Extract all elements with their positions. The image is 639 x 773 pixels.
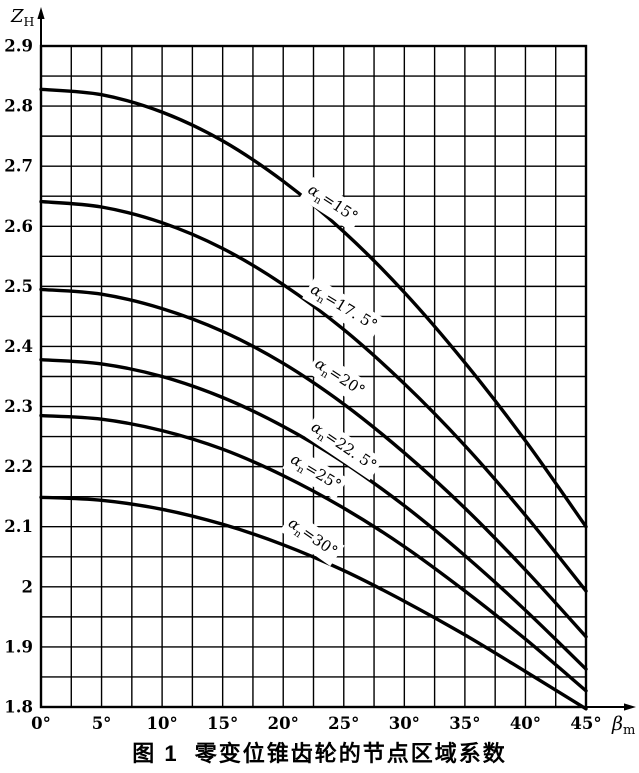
curve-label-halo xyxy=(302,414,384,481)
x-tick-label: 35° xyxy=(449,714,480,733)
x-tick-label: 0° xyxy=(31,714,51,733)
x-tick-labels: 0° 5° 10° 15° 20° 25° 30° 35° 40° 45° xyxy=(31,714,601,733)
y-tick-label: 1.9 xyxy=(4,637,33,656)
curve-an-20 xyxy=(39,287,588,639)
x-tick-label: 10° xyxy=(147,714,178,733)
curve-an-22-5 xyxy=(39,358,588,671)
y-axis-arrow xyxy=(37,7,45,46)
y-tick-label: 2.7 xyxy=(4,157,33,176)
curve-label-halo xyxy=(299,176,365,232)
y-tick-label: 2.2 xyxy=(4,457,33,476)
x-axis-title: βm xyxy=(611,713,635,738)
y-tick-labels: 2.9 2.8 2.7 2.6 2.5 2.4 2.3 2.2 2.1 2 1.9 1.8 xyxy=(4,37,33,717)
curve-label-halo xyxy=(279,510,345,567)
y-tick-label: 1.8 xyxy=(4,698,33,717)
figure-caption: 图 1 零变位锥齿轮的节点区域系数 xyxy=(132,741,507,766)
curve-an-17-5 xyxy=(39,199,588,593)
x-tick-label: 5° xyxy=(92,714,112,733)
curve-label-halo xyxy=(302,276,385,340)
curve-an-15 xyxy=(39,87,588,529)
curve-label-an-20: αn=20° xyxy=(306,350,372,406)
y-tick-label: 2.6 xyxy=(4,217,33,236)
x-tick-label: 45° xyxy=(570,714,601,733)
x-tick-label: 40° xyxy=(510,714,541,733)
curves xyxy=(39,87,588,711)
x-axis-arrow xyxy=(586,703,636,711)
curve-label-halo xyxy=(306,350,372,406)
x-tick-label: 15° xyxy=(207,714,238,733)
y-tick-label: 2 xyxy=(22,577,33,596)
x-tick-label: 30° xyxy=(389,714,420,733)
y-tick-label: 2.5 xyxy=(4,277,33,296)
y-tick-label: 2.1 xyxy=(4,517,33,536)
plot-frame xyxy=(39,44,588,709)
y-tick-label: 2.8 xyxy=(4,97,33,116)
y-tick-label: 2.4 xyxy=(4,337,33,356)
y-tick-label: 2.9 xyxy=(4,37,33,56)
grid-lines xyxy=(40,45,587,708)
y-tick-label: 2.3 xyxy=(4,397,33,416)
curve-an-25 xyxy=(39,413,588,693)
x-tick-label: 25° xyxy=(328,714,359,733)
curve-label-halo xyxy=(282,446,349,500)
x-tick-label: 20° xyxy=(268,714,299,733)
y-axis-title: ZH xyxy=(10,6,35,29)
